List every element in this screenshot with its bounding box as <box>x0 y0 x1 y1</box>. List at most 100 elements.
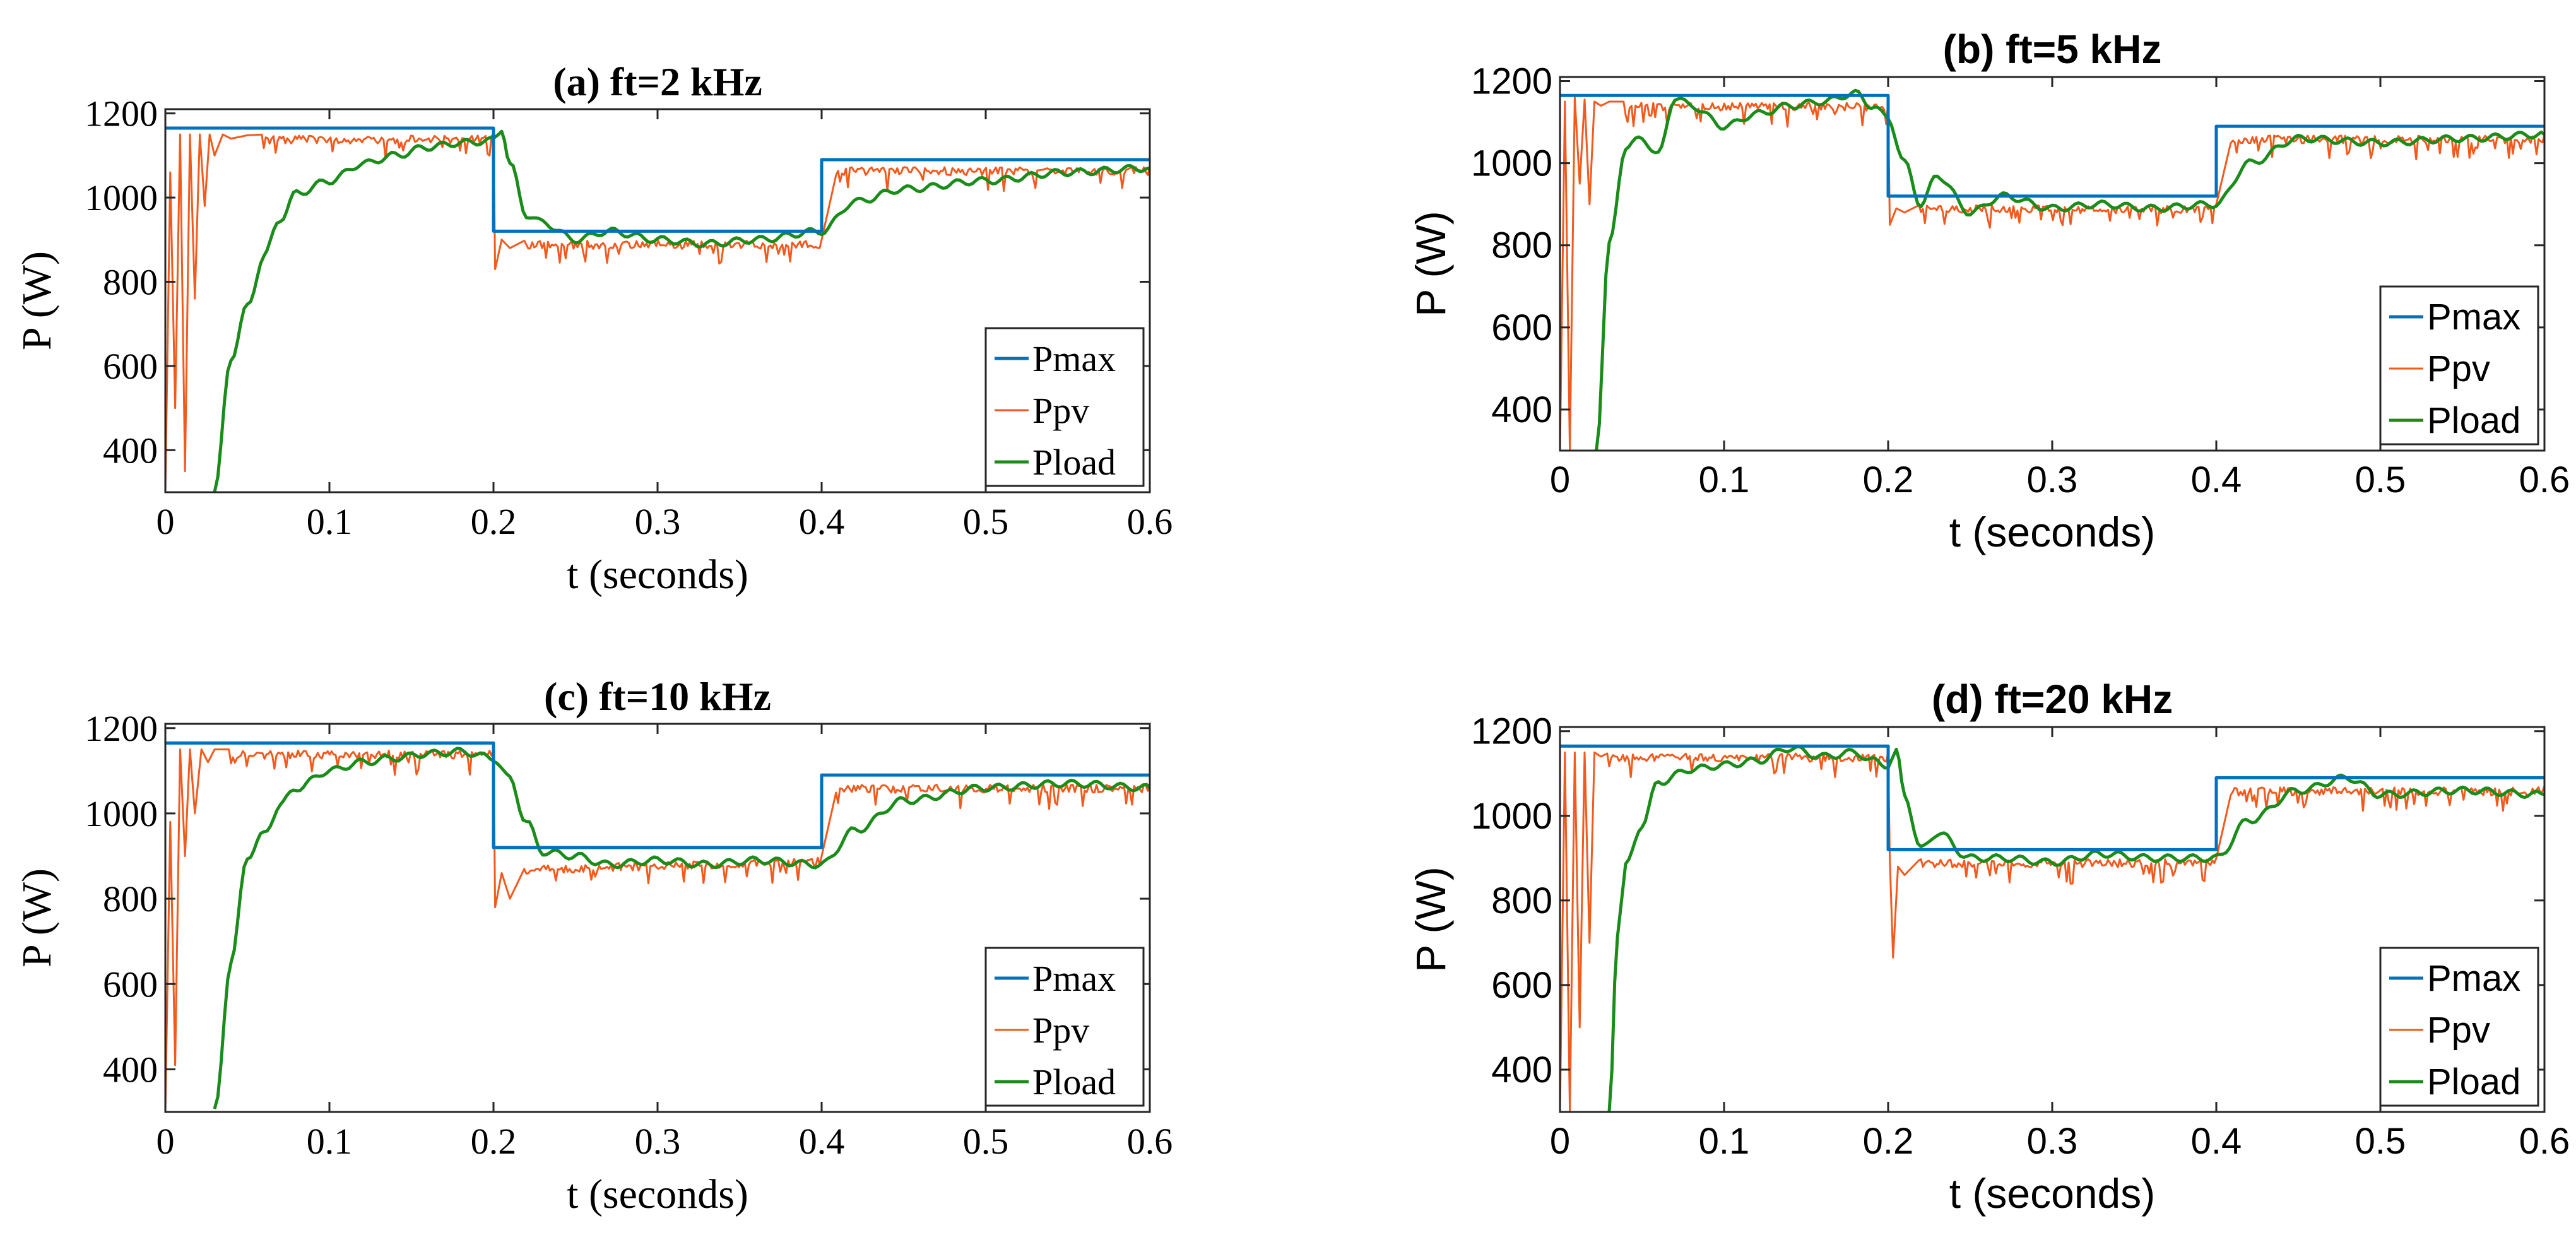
series-line-ppv <box>165 748 1150 1112</box>
series-line-pmax <box>165 126 1150 233</box>
legend-label-pload: Pload <box>2427 400 2520 441</box>
legend-label-ppv: Ppv <box>2427 1010 2490 1051</box>
x-tick-label: 0.5 <box>963 1121 1009 1162</box>
y-tick-label: 1000 <box>85 793 158 834</box>
legend-label-pload: Pload <box>1032 1061 1116 1102</box>
x-tick-label: 0 <box>157 501 175 542</box>
series-line-pload <box>213 747 1150 1109</box>
series-line-pmax <box>165 741 1150 849</box>
y-tick-label: 400 <box>1491 389 1552 430</box>
legend: Pmax Ppv Pload <box>2379 285 2539 446</box>
x-tick-label: 0 <box>1550 1121 1570 1162</box>
series-line-pmax <box>1560 744 2544 851</box>
y-tick-label: 1000 <box>85 177 158 218</box>
y-tick-label: 400 <box>103 430 158 471</box>
legend-box <box>2379 947 2539 1107</box>
y-tick-label: 800 <box>1491 880 1552 921</box>
x-tick-label: 0.4 <box>2191 459 2242 500</box>
y-tick-label: 1200 <box>85 93 158 134</box>
x-tick-label: 0.1 <box>307 501 353 542</box>
y-tick-label: 1200 <box>1471 711 1552 752</box>
legend-label-pmax: Pmax <box>2427 958 2520 999</box>
y-tick-label: 400 <box>103 1049 158 1090</box>
series-line-pmax <box>1560 93 2544 198</box>
series-group <box>1560 744 2544 1112</box>
x-tick-label: 0.6 <box>2519 459 2570 500</box>
y-tick-label: 400 <box>1491 1049 1552 1090</box>
y-tick-label: 600 <box>103 346 158 387</box>
x-tick-label: 0.1 <box>1699 459 1750 500</box>
y-tick-label: 600 <box>1491 965 1552 1006</box>
chart-title: (a) ft=2 kHz <box>553 59 762 104</box>
legend-label-pmax: Pmax <box>2427 297 2520 338</box>
x-tick-label: 0.1 <box>307 1121 353 1162</box>
x-axis-label: t (seconds) <box>1949 509 2155 555</box>
x-tick-label: 0.2 <box>1863 459 1914 500</box>
legend: Pmax Ppv Pload <box>984 947 1145 1107</box>
y-tick-label: 600 <box>103 964 158 1005</box>
x-tick-label: 0.4 <box>799 1121 845 1162</box>
legend: Pmax Ppv Pload <box>2379 947 2539 1107</box>
y-axis-label: P (W) <box>14 868 60 967</box>
y-tick-label: 1000 <box>1471 796 1552 837</box>
series-group <box>165 741 1150 1112</box>
x-axis-label: t (seconds) <box>567 552 748 598</box>
series-line-ppv <box>1560 97 2544 451</box>
series-group <box>165 126 1150 492</box>
x-tick-label: 0.1 <box>1699 1121 1750 1162</box>
x-tick-label: 0.5 <box>963 501 1009 542</box>
legend-box <box>984 327 1145 487</box>
y-tick-label: 1200 <box>1471 61 1552 102</box>
y-axis-label: P (W) <box>1407 866 1454 972</box>
series-group <box>1560 88 2544 451</box>
x-axis-label: t (seconds) <box>1949 1170 2155 1217</box>
y-tick-label: 1200 <box>85 708 158 749</box>
legend-label-pmax: Pmax <box>1032 958 1116 999</box>
chart-title: (d) ft=20 kHz <box>1932 677 2173 722</box>
legend-box <box>984 947 1145 1107</box>
series-line-pload <box>1595 88 2544 451</box>
x-tick-label: 0.6 <box>1127 501 1173 542</box>
legend-label-pmax: Pmax <box>1032 338 1116 379</box>
series-line-pload <box>213 129 1150 492</box>
x-tick-label: 0 <box>1550 459 1570 500</box>
chart-panel-2: 0 0.1 0.2 0.3 0.4 0.5 0.6 400 600 800 1000 1200 (b) … <box>1407 27 2570 555</box>
y-tick-label: 800 <box>1491 225 1552 266</box>
y-tick-label: 800 <box>103 878 158 919</box>
legend: Pmax Ppv Pload <box>984 327 1145 487</box>
legend-label-ppv: Ppv <box>1032 1010 1089 1051</box>
x-tick-label: 0.3 <box>2027 1121 2078 1162</box>
legend-label-ppv: Ppv <box>1032 390 1089 431</box>
legend-label-pload: Pload <box>1032 442 1116 483</box>
x-tick-label: 0.3 <box>635 1121 681 1162</box>
series-line-pload <box>1607 745 2544 1112</box>
x-tick-label: 0.2 <box>471 501 517 542</box>
legend-label-pload: Pload <box>2427 1061 2520 1102</box>
chart-title: (b) ft=5 kHz <box>1943 27 2162 72</box>
x-tick-label: 0.4 <box>799 501 845 542</box>
x-tick-label: 0.3 <box>635 501 681 542</box>
x-tick-label: 0.6 <box>2519 1121 2570 1162</box>
legend-label-ppv: Ppv <box>2427 348 2490 389</box>
series-line-ppv <box>165 133 1150 492</box>
x-tick-label: 0.5 <box>2355 459 2406 500</box>
chart-title: (c) ft=10 kHz <box>544 674 771 719</box>
y-axis-label: P (W) <box>14 251 60 350</box>
y-tick-label: 800 <box>103 261 158 302</box>
x-tick-label: 0.3 <box>2027 459 2078 500</box>
x-tick-label: 0.4 <box>2191 1121 2242 1162</box>
x-axis-label: t (seconds) <box>567 1171 748 1217</box>
x-tick-label: 0.2 <box>1863 1121 1914 1162</box>
x-tick-label: 0.2 <box>471 1121 517 1162</box>
y-tick-label: 600 <box>1491 307 1552 348</box>
chart-panel-4: 0 0.1 0.2 0.3 0.4 0.5 0.6 400 600 800 1000 1200 (d) … <box>1407 677 2570 1217</box>
y-axis-label: P (W) <box>1407 211 1454 316</box>
x-tick-label: 0 <box>157 1121 175 1162</box>
x-tick-label: 0.6 <box>1127 1121 1173 1162</box>
x-tick-label: 0.5 <box>2355 1121 2406 1162</box>
chart-panel-1: 0 0.1 0.2 0.3 0.4 0.5 0.6 400 600 800 1000 1200 (a) … <box>14 59 1173 598</box>
legend-box <box>2379 285 2539 446</box>
y-tick-label: 1000 <box>1471 143 1552 184</box>
chart-panel-3: 0 0.1 0.2 0.3 0.4 0.5 0.6 400 600 800 1000 1200 (c) … <box>14 674 1173 1217</box>
